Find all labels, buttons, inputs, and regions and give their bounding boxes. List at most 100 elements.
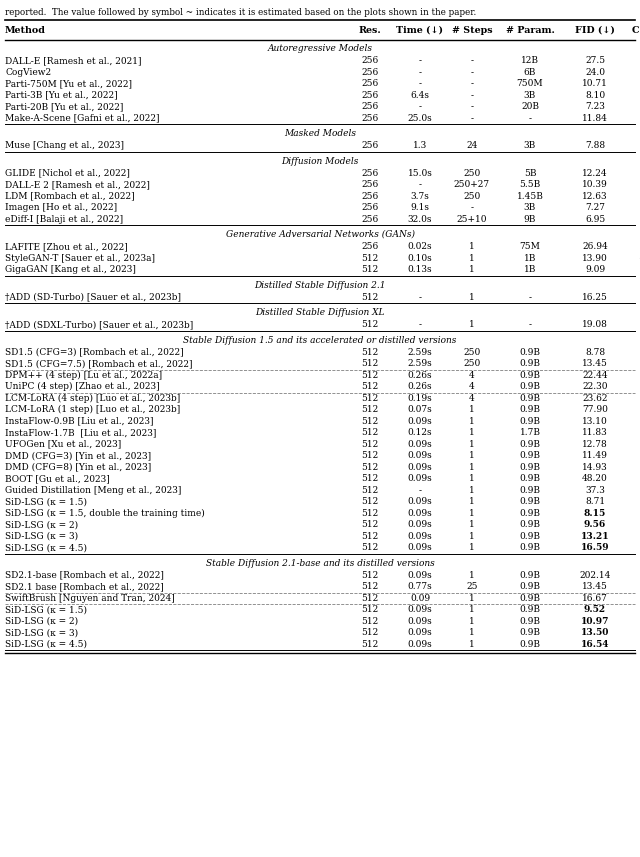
Text: 1: 1	[469, 497, 475, 506]
Text: 250+27: 250+27	[454, 180, 490, 189]
Text: 16.67: 16.67	[582, 594, 608, 602]
Text: 8.78: 8.78	[585, 348, 605, 357]
Text: GigaGAN [Kang et al., 2023]: GigaGAN [Kang et al., 2023]	[5, 266, 136, 274]
Text: Parti-750M [Yu et al., 2022]: Parti-750M [Yu et al., 2022]	[5, 79, 132, 88]
Text: 512: 512	[362, 359, 379, 369]
Text: 25: 25	[467, 582, 477, 591]
Text: 1: 1	[469, 254, 475, 263]
Text: 0.9B: 0.9B	[520, 531, 541, 541]
Text: -: -	[470, 79, 474, 88]
Text: 256: 256	[362, 102, 379, 111]
Text: 1: 1	[469, 463, 475, 471]
Text: DMD (CFG=3) [Yin et al., 2023]: DMD (CFG=3) [Yin et al., 2023]	[5, 452, 151, 460]
Text: -: -	[529, 114, 531, 123]
Text: -: -	[529, 321, 531, 329]
Text: 0.9B: 0.9B	[520, 486, 541, 494]
Text: 0.09s: 0.09s	[408, 474, 433, 483]
Text: ~0.293: ~0.293	[639, 254, 640, 263]
Text: 4: 4	[469, 382, 475, 392]
Text: 0.09s: 0.09s	[408, 639, 433, 649]
Text: 512: 512	[362, 474, 379, 483]
Text: Generative Adversarial Networks (GANs): Generative Adversarial Networks (GANs)	[225, 230, 415, 239]
Text: 0.09s: 0.09s	[408, 509, 433, 518]
Text: SwiftBrush [Nguyen and Tran, 2024]: SwiftBrush [Nguyen and Tran, 2024]	[5, 594, 175, 602]
Text: 0.13s: 0.13s	[408, 266, 432, 274]
Text: 512: 512	[362, 348, 379, 357]
Text: 0.9B: 0.9B	[520, 543, 541, 552]
Text: 0.07s: 0.07s	[408, 405, 433, 414]
Text: -: -	[470, 91, 474, 99]
Text: 0.9B: 0.9B	[520, 582, 541, 591]
Text: 0.9B: 0.9B	[520, 463, 541, 471]
Text: Muse [Chang et al., 2023]: Muse [Chang et al., 2023]	[5, 141, 124, 150]
Text: Diffusion Models: Diffusion Models	[282, 157, 358, 165]
Text: 6.4s: 6.4s	[410, 91, 429, 99]
Text: 1: 1	[469, 428, 475, 437]
Text: 13.45: 13.45	[582, 359, 608, 369]
Text: 256: 256	[362, 192, 379, 201]
Text: 0.9B: 0.9B	[520, 520, 541, 530]
Text: 1: 1	[469, 266, 475, 274]
Text: 25.0s: 25.0s	[408, 114, 433, 123]
Text: 8.10: 8.10	[585, 91, 605, 99]
Text: 10.39: 10.39	[582, 180, 608, 189]
Text: Distilled Stable Diffusion XL: Distilled Stable Diffusion XL	[255, 308, 385, 317]
Text: reported.  The value followed by symbol ~ indicates it is estimated based on the: reported. The value followed by symbol ~…	[5, 8, 476, 17]
Text: 9.56: 9.56	[584, 520, 606, 530]
Text: 256: 256	[362, 79, 379, 88]
Text: SiD-LSG (κ = 2): SiD-LSG (κ = 2)	[5, 617, 78, 626]
Text: 12.78: 12.78	[582, 440, 608, 449]
Text: LCM-LoRA (4 step) [Luo et al., 2023b]: LCM-LoRA (4 step) [Luo et al., 2023b]	[5, 393, 180, 403]
Text: †ADD (SD-Turbo) [Sauer et al., 2023b]: †ADD (SD-Turbo) [Sauer et al., 2023b]	[5, 293, 181, 302]
Text: 0.09: 0.09	[410, 594, 430, 602]
Text: DALL-E 2 [Ramesh et al., 2022]: DALL-E 2 [Ramesh et al., 2022]	[5, 180, 150, 189]
Text: 24.0: 24.0	[585, 68, 605, 77]
Text: -: -	[419, 79, 422, 88]
Text: 512: 512	[362, 293, 379, 302]
Text: 0.26s: 0.26s	[408, 382, 432, 392]
Text: StyleGAN-T [Sauer et al., 2023a]: StyleGAN-T [Sauer et al., 2023a]	[5, 254, 155, 263]
Text: UFOGen [Xu et al., 2023]: UFOGen [Xu et al., 2023]	[5, 440, 121, 449]
Text: 19.08: 19.08	[582, 321, 608, 329]
Text: LAFITE [Zhou et al., 2022]: LAFITE [Zhou et al., 2022]	[5, 243, 128, 251]
Text: 26.94: 26.94	[582, 243, 608, 251]
Text: 12B: 12B	[521, 57, 539, 65]
Text: 1: 1	[469, 486, 475, 494]
Text: 32.0s: 32.0s	[408, 215, 432, 224]
Text: Distilled Stable Diffusion 2.1: Distilled Stable Diffusion 2.1	[254, 280, 386, 290]
Text: 1: 1	[469, 474, 475, 483]
Text: 0.9B: 0.9B	[520, 594, 541, 602]
Text: 4: 4	[469, 371, 475, 380]
Text: UniPC (4 step) [Zhao et al., 2023]: UniPC (4 step) [Zhao et al., 2023]	[5, 382, 159, 392]
Text: 512: 512	[362, 486, 379, 494]
Text: Parti-20B [Yu et al., 2022]: Parti-20B [Yu et al., 2022]	[5, 102, 124, 111]
Text: 250: 250	[463, 169, 481, 177]
Text: Guided Distillation [Meng et al., 2023]: Guided Distillation [Meng et al., 2023]	[5, 486, 181, 494]
Text: DPM++ (4 step) [Lu et al., 2022a]: DPM++ (4 step) [Lu et al., 2022a]	[5, 371, 162, 380]
Text: 256: 256	[362, 180, 379, 189]
Text: 256: 256	[362, 243, 379, 251]
Text: 0.9B: 0.9B	[520, 393, 541, 403]
Text: -: -	[419, 180, 422, 189]
Text: DALL-E [Ramesh et al., 2021]: DALL-E [Ramesh et al., 2021]	[5, 57, 141, 65]
Text: 1: 1	[469, 543, 475, 552]
Text: 512: 512	[362, 639, 379, 649]
Text: Time (↓): Time (↓)	[397, 26, 444, 34]
Text: 512: 512	[362, 497, 379, 506]
Text: -: -	[470, 68, 474, 77]
Text: InstaFlow-0.9B [Liu et al., 2023]: InstaFlow-0.9B [Liu et al., 2023]	[5, 417, 154, 426]
Text: 0.02s: 0.02s	[408, 243, 432, 251]
Text: 22.44: 22.44	[582, 371, 608, 380]
Text: 256: 256	[362, 57, 379, 65]
Text: 9.09: 9.09	[585, 266, 605, 274]
Text: BOOT [Gu et al., 2023]: BOOT [Gu et al., 2023]	[5, 474, 109, 483]
Text: 0.09s: 0.09s	[408, 531, 433, 541]
Text: 3.7s: 3.7s	[411, 192, 429, 201]
Text: 0.9B: 0.9B	[520, 382, 541, 392]
Text: 1: 1	[469, 405, 475, 414]
Text: -: -	[470, 57, 474, 65]
Text: -: -	[419, 293, 422, 302]
Text: SiD-LSG (κ = 4.5): SiD-LSG (κ = 4.5)	[5, 639, 87, 649]
Text: 512: 512	[362, 382, 379, 392]
Text: SiD-LSG (κ = 3): SiD-LSG (κ = 3)	[5, 531, 78, 541]
